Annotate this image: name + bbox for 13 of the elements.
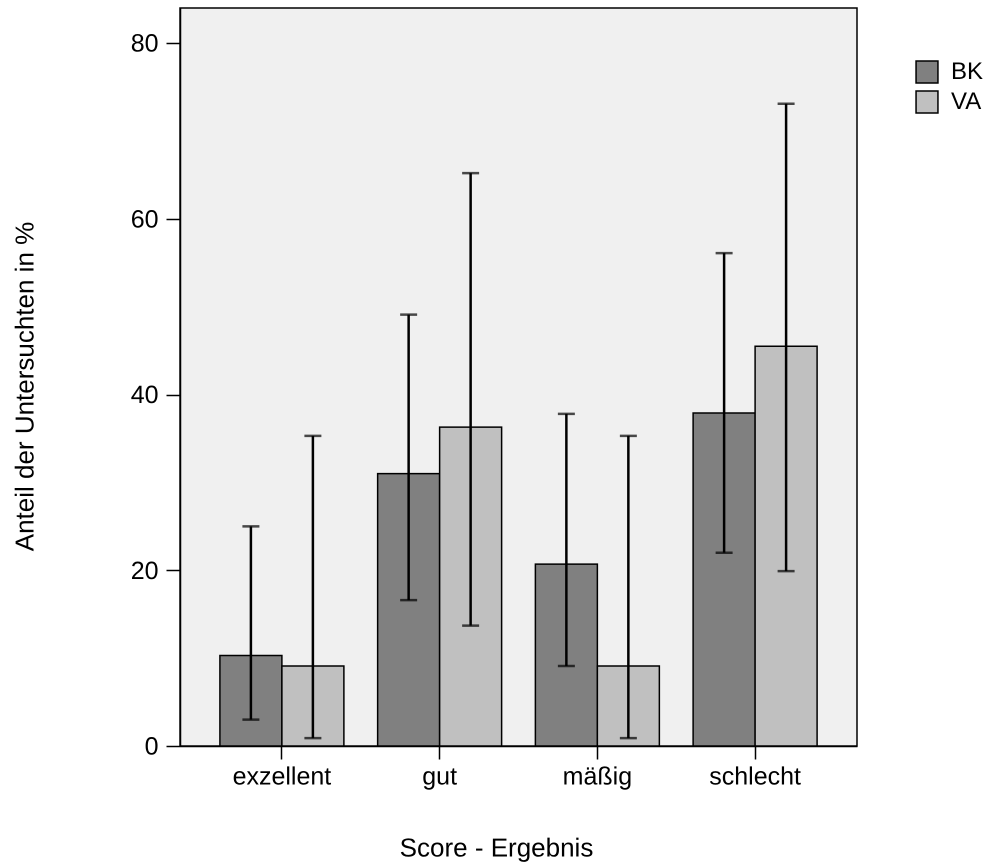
legend-label: BK (951, 58, 984, 85)
x-tick-label: gut (422, 762, 458, 790)
y-tick-label: 0 (144, 732, 158, 760)
y-tick-label: 80 (130, 30, 158, 58)
x-tick-label: schlecht (709, 762, 802, 790)
y-tick-label: 60 (130, 205, 158, 234)
y-tick-label: 40 (130, 381, 158, 410)
x-tick-label: exzellent (232, 762, 332, 790)
x-axis-title: Score - Ergebnis (400, 832, 594, 862)
x-tick-label: mäßig (562, 762, 632, 790)
legend-label: VA (951, 88, 982, 115)
y-tick-label: 20 (130, 556, 158, 585)
y-axis-title: Anteil der Untersuchten in % (10, 222, 40, 552)
